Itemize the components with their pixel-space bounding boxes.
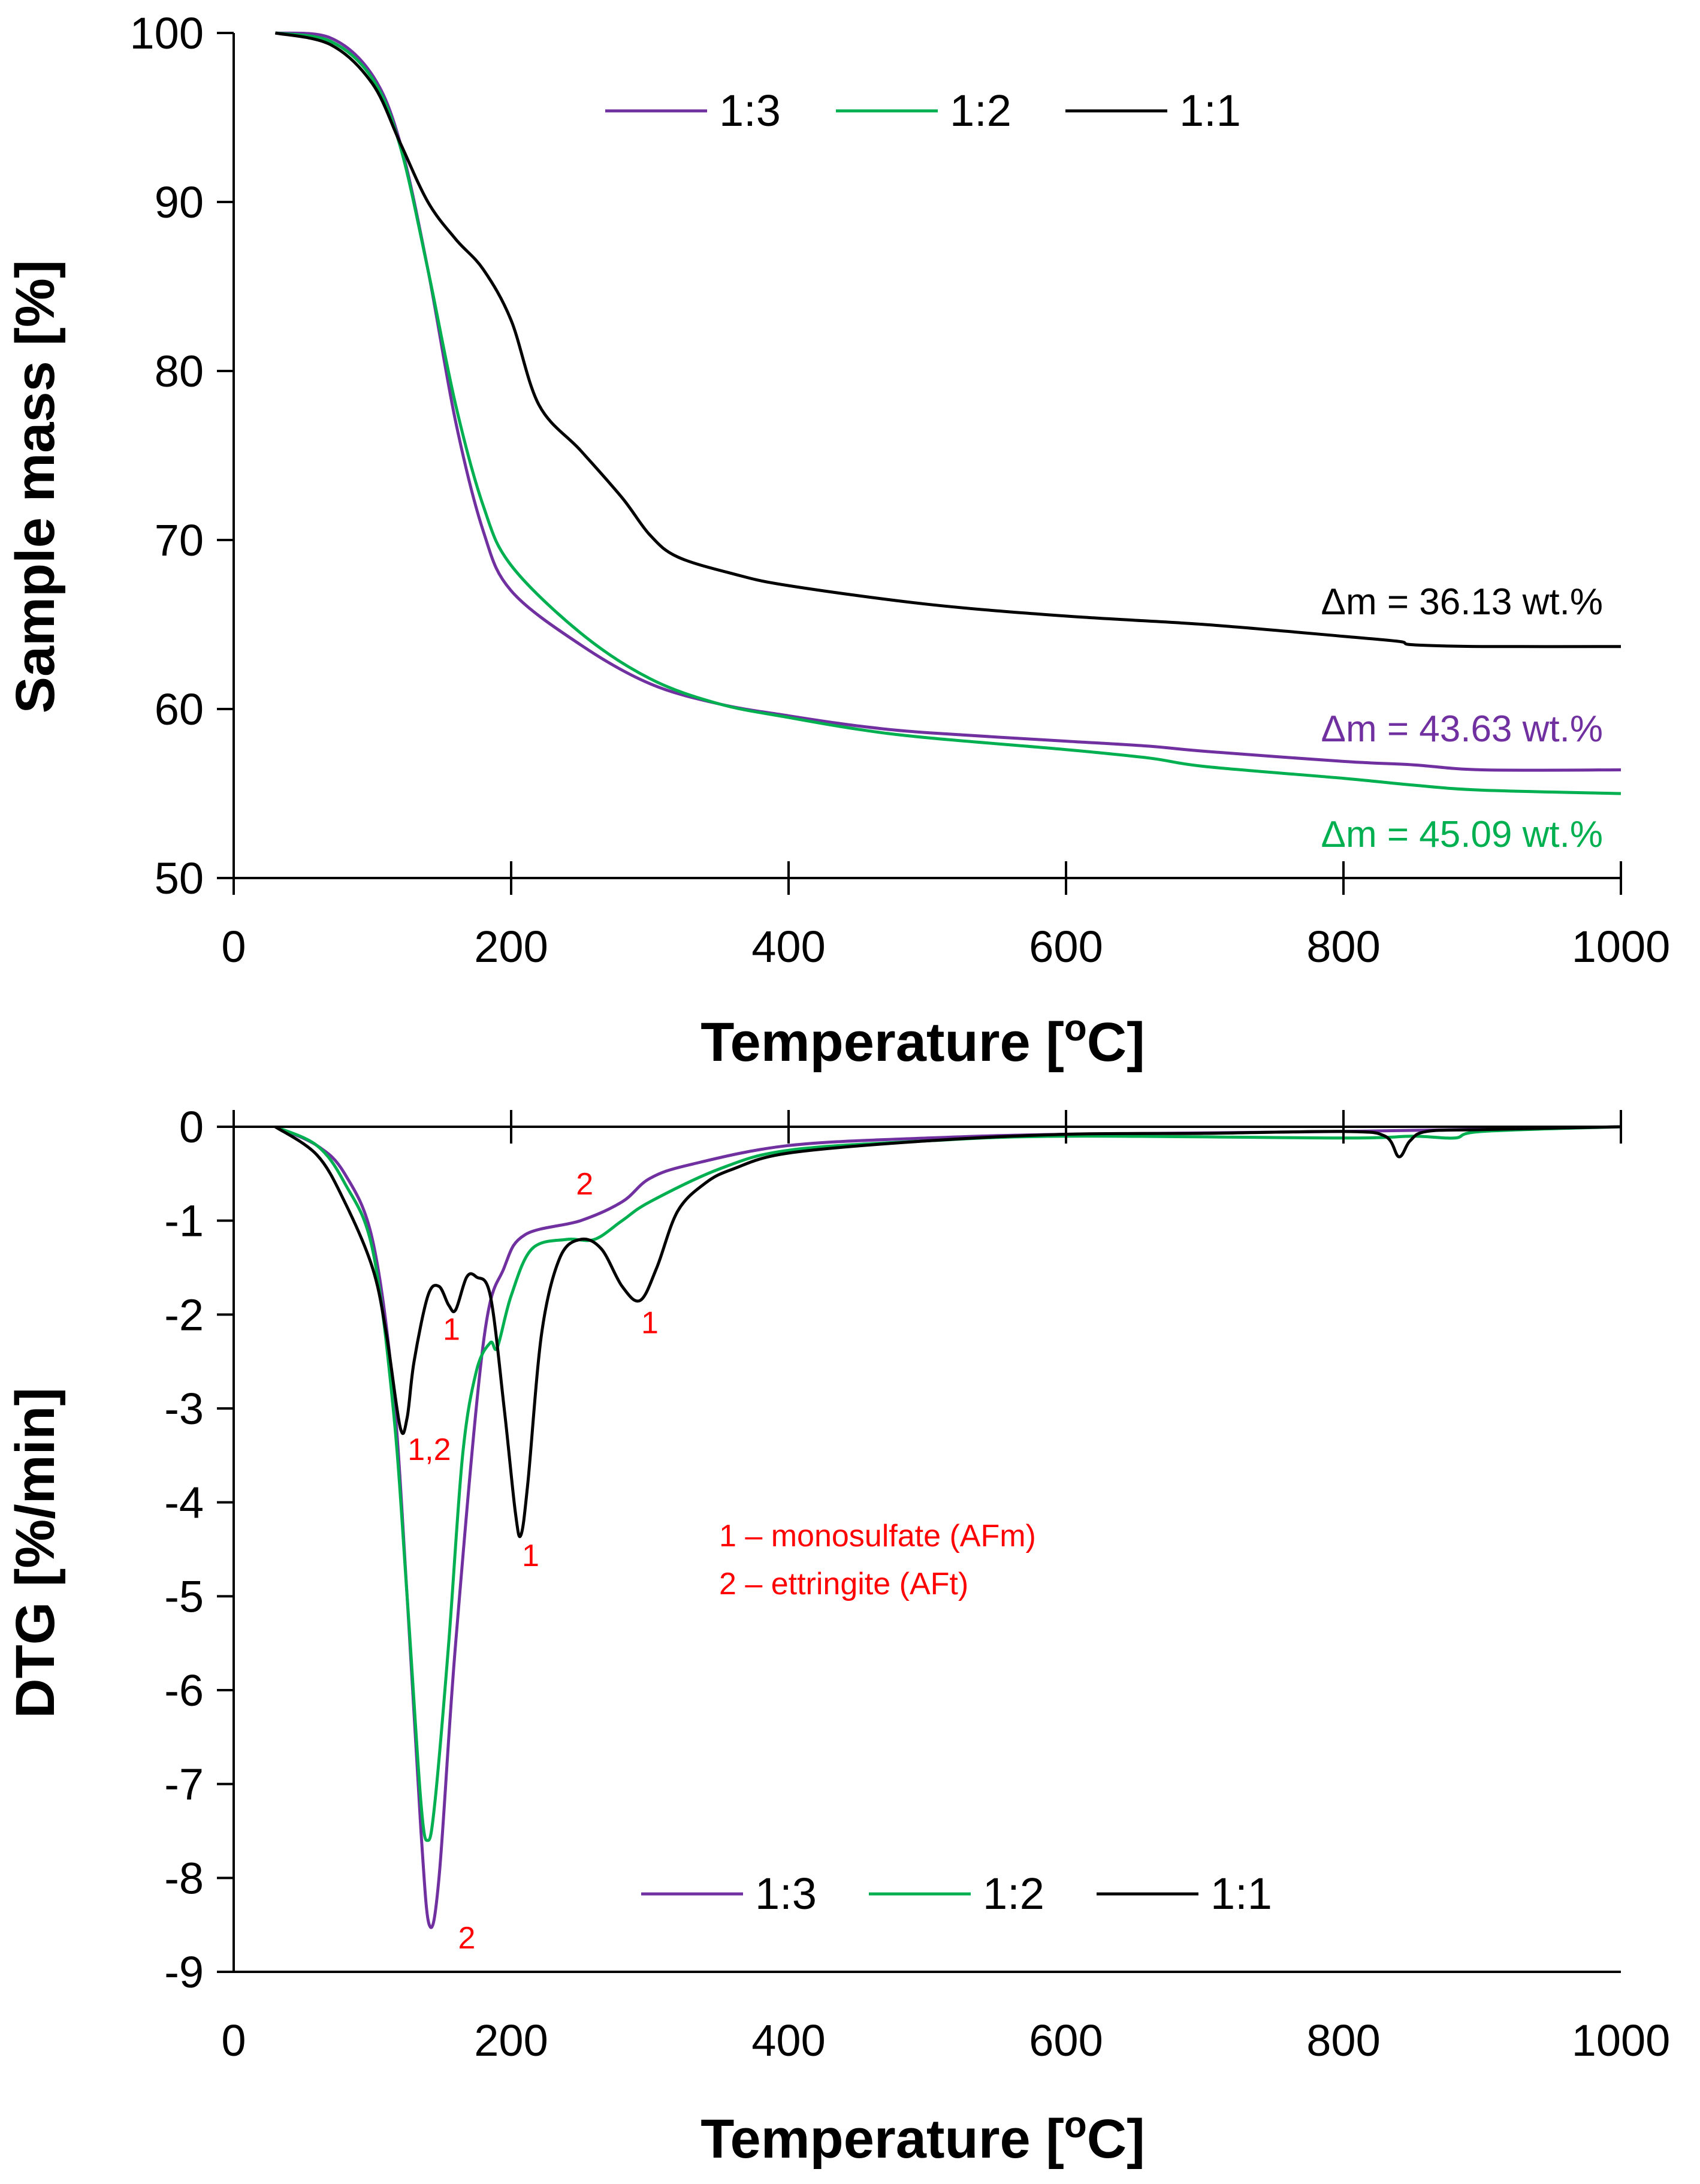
dtg-x-tick-label: 800 bbox=[1306, 2016, 1380, 2065]
tg-legend-label-1-1: 1:1 bbox=[1179, 86, 1241, 135]
tg-x-tick-label: 800 bbox=[1306, 922, 1380, 972]
tg-x-axis-title: Temperature [oC] bbox=[700, 1007, 1145, 1073]
dtg-y-tick-label: -8 bbox=[164, 1853, 204, 1903]
dtg-series-group bbox=[274, 1125, 1622, 1929]
dtg-legend-label-1-2: 1:2 bbox=[983, 1869, 1044, 1918]
tg-series-group bbox=[274, 31, 1622, 795]
tg-annotation-1-2: Δm = 45.09 wt.% bbox=[1321, 814, 1603, 855]
dtg-x-tick-label: 0 bbox=[221, 2016, 246, 2065]
dtg-peak-label: 1 bbox=[641, 1306, 659, 1341]
dtg-peak-label: 2 bbox=[576, 1167, 593, 1202]
dtg-chart: 0 -1 -2 -3 -4 -5 -6 -7 -8 -9 0 200 400 600 800 1000 1,2… bbox=[5, 1102, 1670, 2170]
dtg-peak-label: 1,2 bbox=[407, 1432, 451, 1467]
tg-x-tick-label: 200 bbox=[474, 922, 548, 972]
tg-y-tick-label: 100 bbox=[130, 8, 204, 58]
tg-x-tick-label: 600 bbox=[1029, 922, 1103, 972]
dtg-legend: 1:3 1:2 1:1 bbox=[641, 1869, 1272, 1918]
dtg-x-tick-label: 600 bbox=[1029, 2016, 1103, 2065]
dtg-y-tick-label: -6 bbox=[164, 1666, 204, 1715]
dtg-y-tick-label: -9 bbox=[164, 1947, 204, 1997]
dtg-tick-labels: 0 -1 -2 -3 -4 -5 -6 -7 -8 -9 0 200 400 600 800 1000 bbox=[164, 1102, 1670, 2065]
tg-y-tick-label: 70 bbox=[155, 515, 204, 565]
dtg-y-axis-title: DTG [%/min] bbox=[5, 1387, 66, 1718]
dtg-y-tick-label: -4 bbox=[164, 1478, 204, 1528]
tg-y-tick-label: 50 bbox=[155, 853, 204, 903]
tg-x-tick-label: 0 bbox=[221, 922, 246, 972]
tg-x-tick-label: 400 bbox=[751, 922, 825, 972]
dtg-y-tick-label: -2 bbox=[164, 1290, 204, 1340]
tg-legend: 1:3 1:2 1:1 bbox=[605, 86, 1241, 135]
dtg-axes-group bbox=[217, 1110, 1622, 1973]
dtg-x-tick-label: 400 bbox=[751, 2016, 825, 2065]
dtg-x-axis-title: Temperature [oC] bbox=[700, 2104, 1145, 2170]
tg-annotation-1-3: Δm = 43.63 wt.% bbox=[1321, 708, 1603, 750]
dtg-peak-label: 1 bbox=[443, 1313, 460, 1347]
dtg-legend-label-1-3: 1:3 bbox=[755, 1869, 817, 1918]
tg-y-axis-title: Sample mass [%] bbox=[5, 260, 66, 714]
dtg-peak-label: 1 bbox=[522, 1539, 539, 1573]
dtg-y-tick-label: -7 bbox=[164, 1760, 204, 1809]
tg-y-tick-label: 90 bbox=[155, 177, 204, 227]
dtg-note-monosulfate: 1 – monosulfate (AFm) bbox=[719, 1519, 1036, 1553]
dtg-series-line-1-2 bbox=[274, 1125, 1622, 1842]
dtg-series-line-1-1 bbox=[274, 1125, 1622, 1539]
dtg-legend-label-1-1: 1:1 bbox=[1210, 1869, 1272, 1918]
tg-axes-group bbox=[217, 32, 1622, 895]
tg-series-line-1-1 bbox=[274, 31, 1622, 648]
tg-legend-label-1-2: 1:2 bbox=[950, 86, 1011, 135]
tg-legend-label-1-3: 1:3 bbox=[719, 86, 781, 135]
dtg-x-tick-label: 200 bbox=[474, 2016, 548, 2065]
dtg-y-tick-label: -3 bbox=[164, 1384, 204, 1434]
dtg-y-tick-label: -1 bbox=[164, 1196, 204, 1246]
tg-y-tick-label: 80 bbox=[155, 346, 204, 396]
dtg-peak-labels: 1,2 1 1 2 1 2 bbox=[407, 1167, 659, 1956]
tg-series-line-1-2 bbox=[275, 31, 1622, 795]
dtg-note-ettringite: 2 – ettringite (AFt) bbox=[719, 1567, 968, 1601]
dtg-y-tick-label: 0 bbox=[179, 1102, 204, 1152]
tg-y-tick-label: 60 bbox=[155, 684, 204, 734]
dtg-x-tick-label: 1000 bbox=[1572, 2016, 1671, 2065]
tg-x-tick-label: 1000 bbox=[1572, 922, 1671, 972]
tg-annotation-1-1: Δm = 36.13 wt.% bbox=[1321, 581, 1603, 623]
dtg-peak-label: 2 bbox=[458, 1921, 475, 1956]
dtg-y-tick-label: -5 bbox=[164, 1571, 204, 1621]
